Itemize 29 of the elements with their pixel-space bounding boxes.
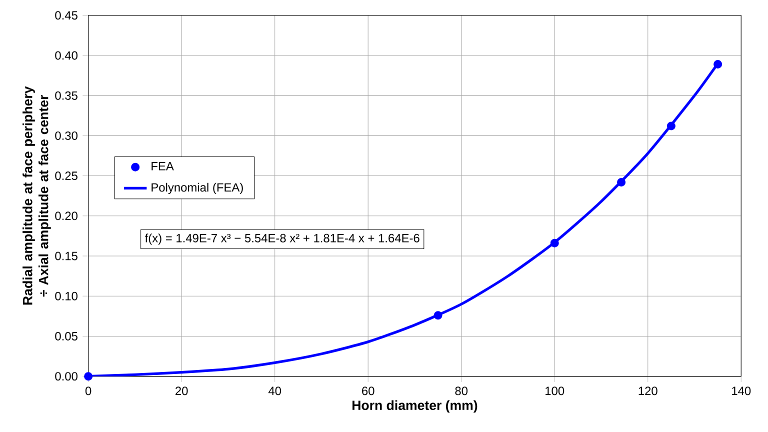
- x-tick-label: 100: [546, 386, 564, 396]
- x-tick-label: 140: [732, 386, 751, 396]
- x-tick-label: 20: [176, 386, 188, 396]
- y-tick-label: 0.05: [55, 332, 78, 340]
- y-tick-label: 0.25: [55, 172, 78, 180]
- point: [434, 311, 442, 320]
- y-tick-label: 0.40: [55, 51, 78, 60]
- point: [714, 60, 722, 69]
- annotation: f(x) = 1.49E-7 x³ − 5.54E-8 x² + 1.81E-4 x + 1.64E-6: [144, 234, 420, 245]
- legend-label: FEA: [152, 162, 174, 170]
- x-tick-label: 60: [362, 386, 374, 396]
- x-tick-label: 0: [85, 386, 92, 396]
- y-tick-label: 0.30: [55, 131, 78, 140]
- y-tick-label: 0.20: [55, 212, 78, 220]
- x-axis-title: Horn diameter (mm): [352, 400, 478, 413]
- y-tick-label: 0.10: [55, 292, 78, 300]
- point: [550, 238, 559, 248]
- point: [617, 178, 626, 186]
- y-tick-label: 0.35: [55, 91, 78, 100]
- y-tick-label: 0.00: [55, 372, 78, 381]
- x-tick-label: 80: [455, 386, 468, 396]
- point: [666, 122, 676, 130]
- y-tick-label: 0.45: [55, 11, 78, 20]
- point: [84, 372, 93, 381]
- x-tick-label: 120: [638, 386, 658, 396]
- y-axis-title: Radial amplitude at face periphery ÷ Axial amplitude at face center: [22, 86, 51, 305]
- y-tick-label: 0.15: [55, 252, 78, 260]
- legend-label: Polynomial (FEA): [152, 182, 243, 194]
- x-tick-label: 40: [268, 386, 282, 396]
